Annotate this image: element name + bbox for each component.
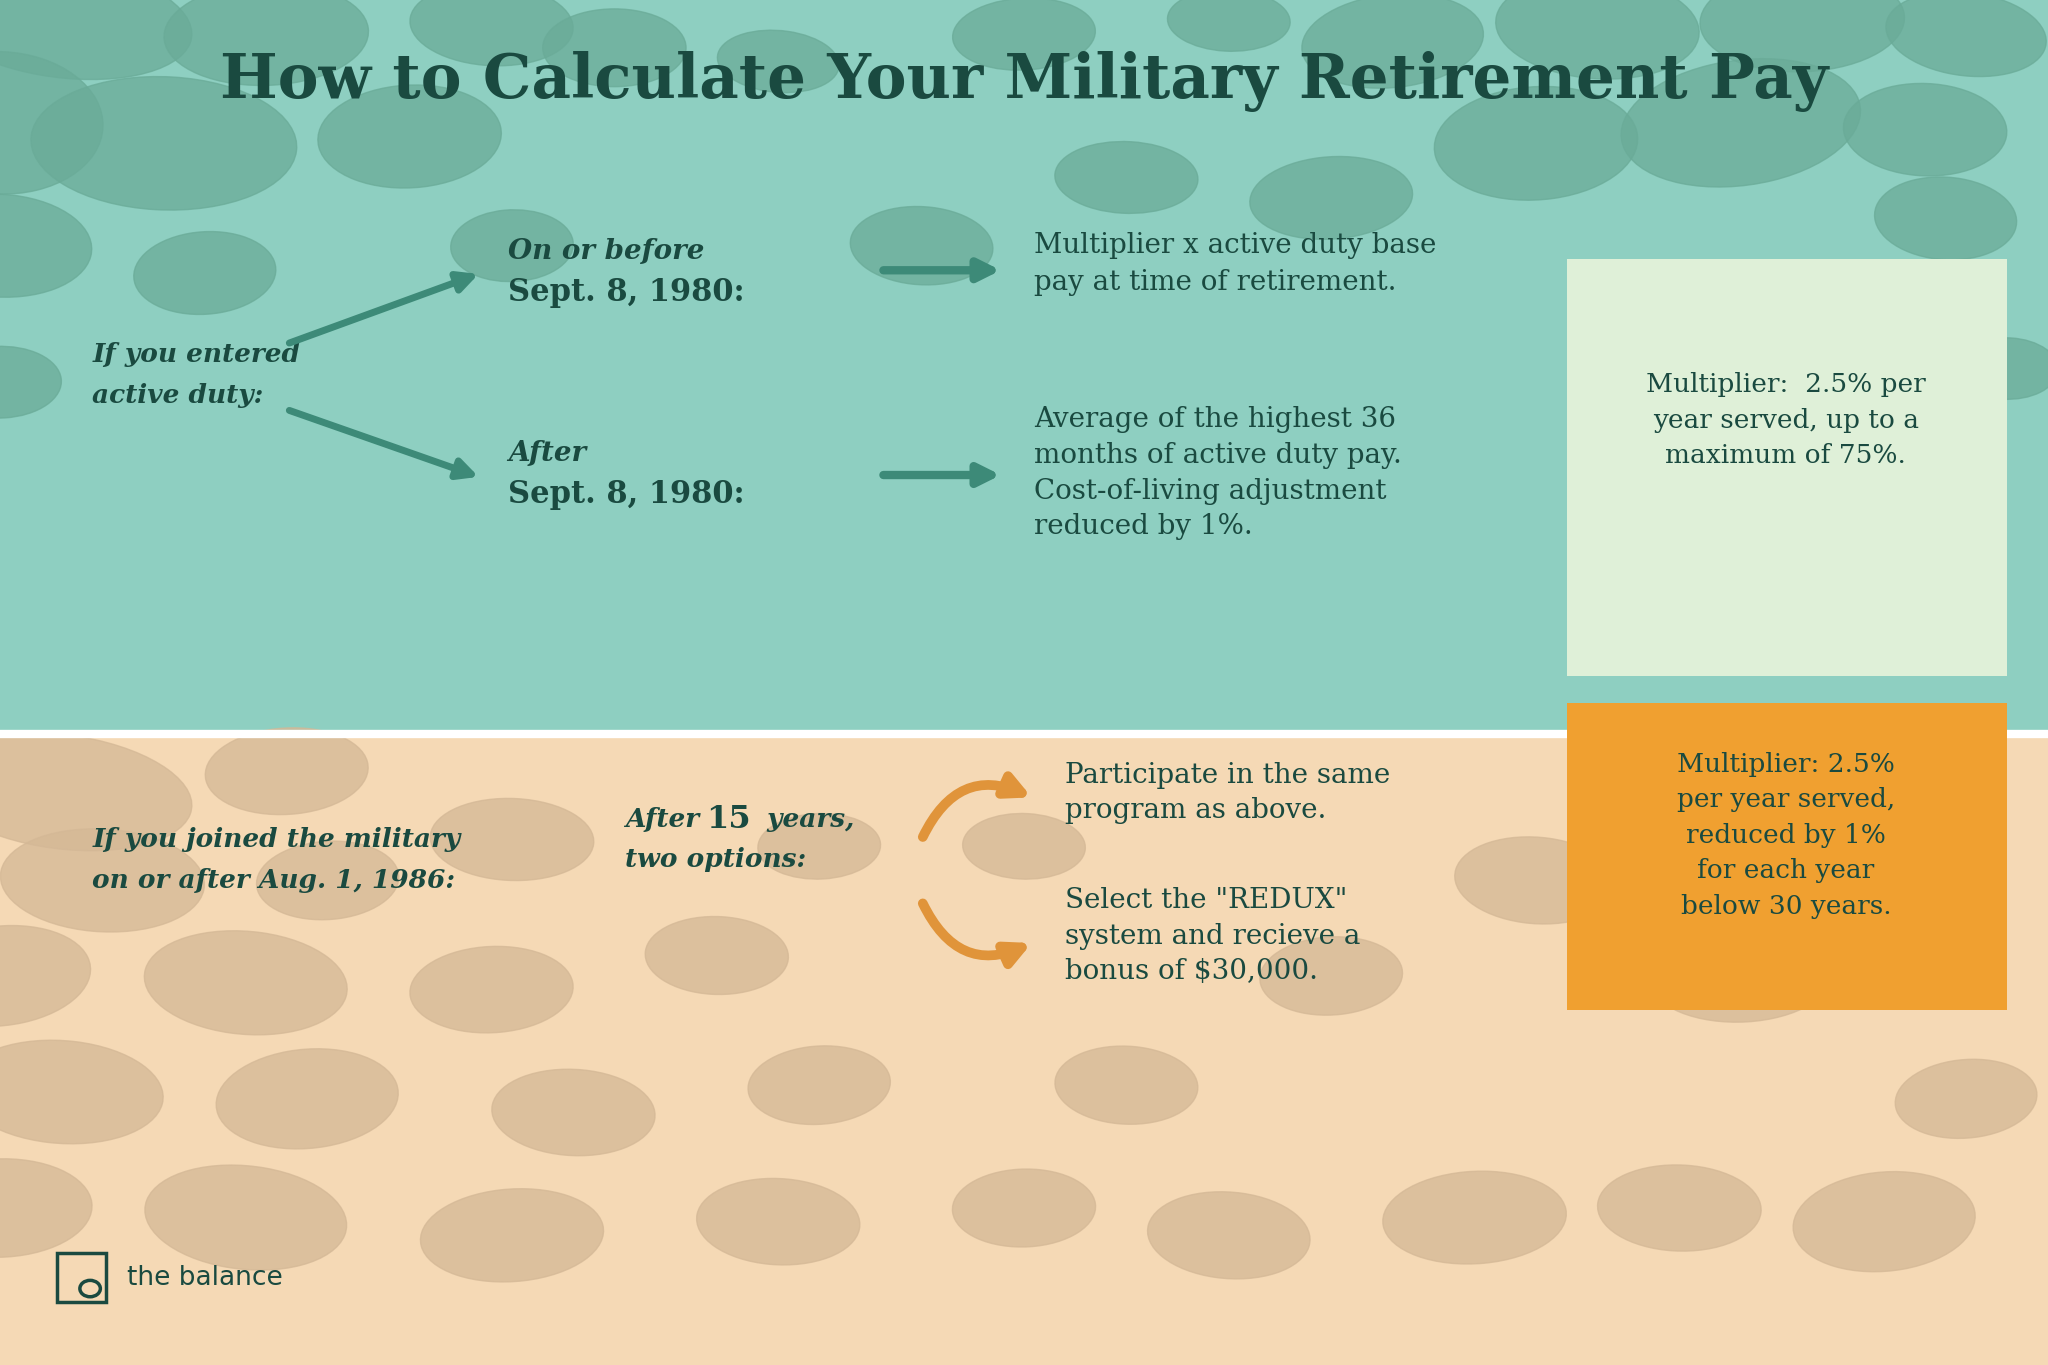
Text: Sept. 8, 1980:: Sept. 8, 1980:	[508, 277, 745, 307]
Ellipse shape	[410, 0, 573, 66]
Ellipse shape	[1167, 0, 1290, 52]
Text: years,: years,	[758, 807, 854, 831]
Ellipse shape	[145, 1166, 346, 1269]
Text: Average of the highest 36: Average of the highest 36	[1034, 405, 1397, 433]
Ellipse shape	[758, 814, 881, 879]
Text: Sept. 8, 1980:: Sept. 8, 1980:	[508, 479, 745, 509]
Text: year served, up to a: year served, up to a	[1653, 408, 1919, 433]
Ellipse shape	[1249, 157, 1413, 239]
Bar	[0, 0, 2048, 734]
Ellipse shape	[0, 52, 102, 194]
Ellipse shape	[1055, 142, 1198, 213]
Text: per year served,: per year served,	[1677, 788, 1894, 812]
Ellipse shape	[256, 841, 399, 920]
Text: for each year: for each year	[1698, 859, 1874, 883]
Ellipse shape	[1147, 1192, 1311, 1279]
Ellipse shape	[1886, 0, 2046, 76]
Text: After: After	[508, 440, 586, 467]
Text: Multiplier x active duty base: Multiplier x active duty base	[1034, 232, 1436, 259]
Ellipse shape	[31, 76, 297, 210]
Text: reduced by 1%: reduced by 1%	[1686, 823, 1886, 848]
Ellipse shape	[1434, 86, 1638, 201]
Ellipse shape	[543, 8, 686, 87]
Ellipse shape	[1700, 0, 1905, 72]
Ellipse shape	[1843, 83, 2007, 176]
Text: bonus of $30,000.: bonus of $30,000.	[1065, 958, 1319, 986]
Text: on or after Aug. 1, 1986:: on or after Aug. 1, 1986:	[92, 868, 455, 893]
Ellipse shape	[748, 1046, 891, 1125]
Text: system and recieve a: system and recieve a	[1065, 923, 1360, 950]
Ellipse shape	[0, 733, 193, 850]
Ellipse shape	[133, 232, 276, 314]
Ellipse shape	[850, 206, 993, 285]
Ellipse shape	[1874, 177, 2017, 259]
Ellipse shape	[0, 0, 193, 79]
Ellipse shape	[1802, 803, 1966, 890]
Ellipse shape	[0, 347, 61, 418]
Bar	[0, 734, 2048, 1365]
Text: pay at time of retirement.: pay at time of retirement.	[1034, 269, 1397, 296]
Text: months of active duty pay.: months of active duty pay.	[1034, 442, 1403, 470]
Text: Participate in the same: Participate in the same	[1065, 762, 1391, 789]
Ellipse shape	[0, 1159, 92, 1257]
Ellipse shape	[420, 1189, 604, 1282]
Ellipse shape	[1597, 1164, 1761, 1252]
Text: Select the "REDUX": Select the "REDUX"	[1065, 887, 1348, 915]
Ellipse shape	[645, 916, 788, 995]
FancyBboxPatch shape	[1567, 703, 2007, 1010]
Ellipse shape	[217, 1048, 397, 1149]
Ellipse shape	[1055, 1046, 1198, 1125]
Ellipse shape	[1303, 0, 1483, 89]
Text: reduced by 1%.: reduced by 1%.	[1034, 513, 1253, 541]
Ellipse shape	[1894, 1059, 2038, 1138]
Ellipse shape	[1260, 936, 1403, 1016]
Ellipse shape	[0, 1040, 164, 1144]
Text: maximum of 75%.: maximum of 75%.	[1665, 444, 1907, 468]
Ellipse shape	[1794, 1171, 1974, 1272]
Ellipse shape	[963, 814, 1085, 879]
Ellipse shape	[952, 0, 1096, 70]
Ellipse shape	[205, 728, 369, 815]
Text: Cost-of-living adjustment: Cost-of-living adjustment	[1034, 478, 1386, 505]
Text: two options:: two options:	[625, 848, 807, 872]
Ellipse shape	[164, 0, 369, 86]
Text: the balance: the balance	[127, 1264, 283, 1291]
Ellipse shape	[1454, 837, 1618, 924]
Ellipse shape	[0, 194, 92, 298]
Ellipse shape	[0, 925, 90, 1026]
Ellipse shape	[1382, 1171, 1567, 1264]
Ellipse shape	[1649, 930, 1833, 1022]
Ellipse shape	[0, 829, 205, 932]
Ellipse shape	[317, 85, 502, 188]
Text: If you joined the military: If you joined the military	[92, 827, 461, 852]
Text: If you entered: If you entered	[92, 343, 301, 367]
FancyBboxPatch shape	[1567, 259, 2007, 676]
Ellipse shape	[410, 946, 573, 1033]
Text: active duty:: active duty:	[92, 384, 264, 408]
Text: Multiplier: 2.5%: Multiplier: 2.5%	[1677, 752, 1894, 777]
Ellipse shape	[430, 799, 594, 880]
Text: After: After	[625, 807, 709, 831]
Ellipse shape	[1956, 337, 2048, 400]
Text: How to Calculate Your Military Retirement Pay: How to Calculate Your Military Retiremen…	[219, 52, 1829, 112]
Text: below 30 years.: below 30 years.	[1681, 894, 1890, 919]
Ellipse shape	[143, 931, 348, 1035]
Ellipse shape	[1495, 0, 1700, 79]
Ellipse shape	[451, 210, 573, 281]
Ellipse shape	[717, 30, 840, 93]
Ellipse shape	[696, 1178, 860, 1265]
Text: 15: 15	[707, 804, 752, 834]
Text: On or before: On or before	[508, 238, 705, 265]
Text: program as above.: program as above.	[1065, 797, 1327, 824]
Ellipse shape	[952, 1168, 1096, 1248]
Ellipse shape	[492, 1069, 655, 1156]
Text: Multiplier:  2.5% per: Multiplier: 2.5% per	[1647, 373, 1925, 397]
Ellipse shape	[1622, 59, 1860, 187]
